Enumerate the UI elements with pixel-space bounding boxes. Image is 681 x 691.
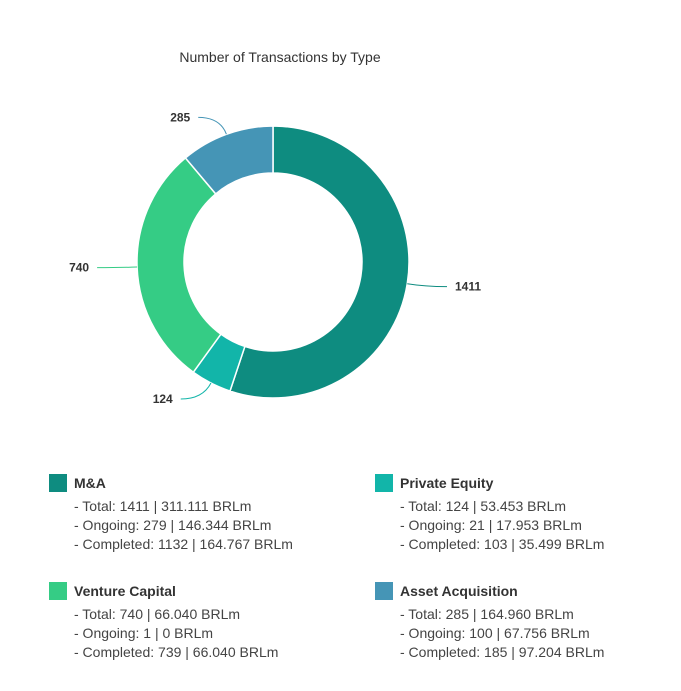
- legend-item-venture-capital[interactable]: Venture Capital - Total: 740 | 66.040 BR…: [49, 581, 339, 662]
- legend-item-ma[interactable]: M&A - Total: 1411 | 311.111 BRLm - Ongoi…: [49, 473, 339, 554]
- legend-item-private-equity[interactable]: Private Equity - Total: 124 | 53.453 BRL…: [375, 473, 665, 554]
- data-label-asset-acquisition: 285: [170, 110, 190, 124]
- data-labels: 1411 124 740 285: [69, 110, 481, 406]
- pe-ongoing: - Ongoing: 21 | 17.953 BRLm: [400, 517, 582, 533]
- leader-line-asset-acquisition: [198, 116, 227, 135]
- legend-label-ma: M&A: [74, 475, 106, 491]
- vc-completed: - Completed: 739 | 66.040 BRLm: [74, 644, 279, 660]
- legend-label-venture-capital: Venture Capital: [74, 583, 176, 599]
- slice-venture-capital[interactable]: [136, 156, 222, 374]
- data-label-private-equity: 124: [153, 392, 173, 406]
- data-label-ma: 1411: [455, 280, 481, 294]
- legend-swatch-ma: [49, 474, 67, 492]
- legend-item-asset-acquisition[interactable]: Asset Acquisition - Total: 285 | 164.960…: [375, 581, 665, 662]
- leader-line-venture-capital: [97, 266, 138, 269]
- leader-line-ma: [407, 283, 448, 288]
- label-leader-lines: [97, 116, 448, 400]
- ma-completed: - Completed: 1132 | 164.767 BRLm: [74, 536, 293, 552]
- aa-total: - Total: 285 | 164.960 BRLm: [400, 606, 574, 622]
- legend-label-private-equity: Private Equity: [400, 475, 494, 491]
- leader-line-private-equity: [180, 382, 212, 400]
- legend-swatch-asset-acquisition: [375, 582, 393, 600]
- ma-total: - Total: 1411 | 311.111 BRLm: [74, 498, 252, 514]
- pe-total: - Total: 124 | 53.453 BRLm: [400, 498, 567, 514]
- pe-completed: - Completed: 103 | 35.499 BRLm: [400, 536, 605, 552]
- donut-slices: [136, 125, 410, 399]
- vc-total: - Total: 740 | 66.040 BRLm: [74, 606, 241, 622]
- chart-title: Number of Transactions by Type: [179, 49, 381, 65]
- legend-swatch-private-equity: [375, 474, 393, 492]
- data-label-venture-capital: 740: [69, 261, 89, 275]
- aa-completed: - Completed: 185 | 97.204 BRLm: [400, 644, 605, 660]
- vc-ongoing: - Ongoing: 1 | 0 BRLm: [74, 625, 214, 641]
- donut-chart: 1411 124 740 285: [69, 110, 481, 406]
- legend-label-asset-acquisition: Asset Acquisition: [400, 583, 518, 599]
- legend-swatch-venture-capital: [49, 582, 67, 600]
- slice-ma[interactable]: [229, 125, 410, 399]
- slice-asset-acquisition[interactable]: [184, 125, 274, 195]
- aa-ongoing: - Ongoing: 100 | 67.756 BRLm: [400, 625, 590, 641]
- ma-ongoing: - Ongoing: 279 | 146.344 BRLm: [74, 517, 272, 533]
